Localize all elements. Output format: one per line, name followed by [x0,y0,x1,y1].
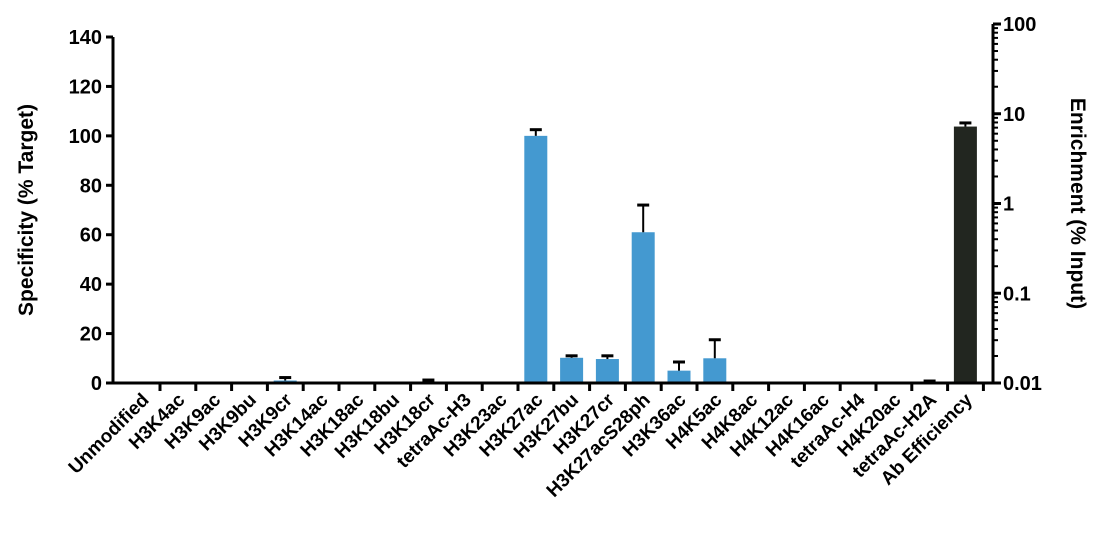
y-right-tick-label: 0.01 [1003,373,1042,395]
bar-right [954,127,977,383]
bar [596,359,619,383]
y-right-tick-label: 0.1 [1003,283,1031,305]
y-tick-label: 40 [80,274,102,296]
y-tick-label: 0 [91,373,102,395]
y-right-axis-label: Enrichment (% Input) [1066,98,1089,309]
y-tick-label: 140 [69,27,102,49]
y-tick-label: 60 [80,225,102,247]
y-tick-label: 120 [69,76,102,98]
y-right-tick-label: 1 [1003,194,1014,216]
bar [560,358,583,383]
bar [668,371,691,383]
bar [524,136,547,383]
bar [703,358,726,383]
y-right-tick-label: 10 [1003,104,1025,126]
y-tick-label: 100 [69,126,102,148]
y-axis-label: Specificity (% Target) [15,104,38,316]
bar [632,232,655,383]
y-tick-label: 80 [80,175,102,197]
y-right-tick-label: 100 [1003,14,1036,36]
y-tick-label: 20 [80,324,102,346]
